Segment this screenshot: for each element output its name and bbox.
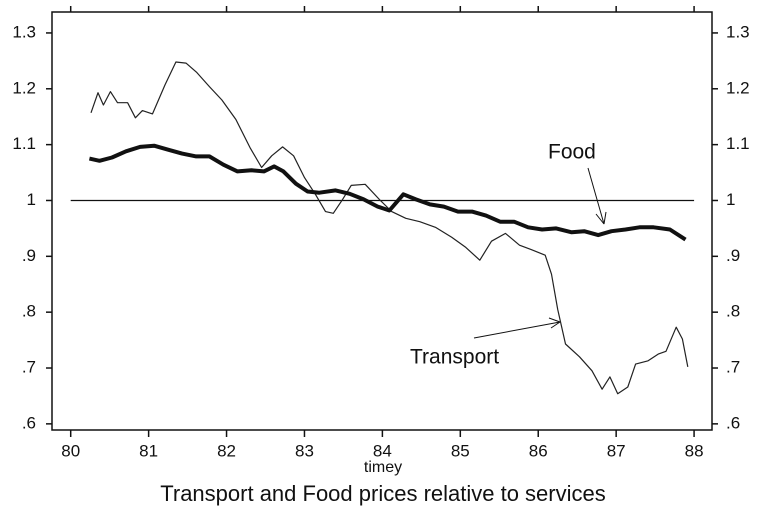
y-tick-label: .8 bbox=[22, 302, 36, 321]
y-tick-label: .7 bbox=[22, 357, 36, 376]
y-tick-label: 1.3 bbox=[12, 22, 36, 41]
x-tick-label: 88 bbox=[685, 441, 704, 460]
annotation-arrow bbox=[587, 167, 605, 225]
y-tick-label-right: 1.2 bbox=[726, 78, 750, 97]
arrow-head bbox=[595, 211, 607, 225]
plot-frame bbox=[51, 11, 713, 431]
x-axis-label: timey bbox=[364, 459, 402, 476]
x-tick-label: 80 bbox=[61, 441, 80, 460]
x-tick-label: 81 bbox=[139, 441, 158, 460]
x-tick-label: 83 bbox=[295, 441, 314, 460]
y-tick-label-right: .7 bbox=[726, 357, 740, 376]
annotation-arrow bbox=[473, 321, 561, 339]
y-tick-label-right: 1.3 bbox=[726, 22, 750, 41]
x-tick-label: 84 bbox=[373, 441, 392, 460]
chart-title: Transport and Food prices relative to se… bbox=[160, 481, 606, 506]
x-tick-label: 85 bbox=[451, 441, 470, 460]
y-tick-label: .9 bbox=[22, 246, 36, 265]
y-tick-label: 1 bbox=[27, 190, 36, 209]
annotation-transport: Transport bbox=[410, 346, 499, 369]
series-line bbox=[90, 61, 689, 395]
x-tick-label: 82 bbox=[217, 441, 236, 460]
x-tick-label: 86 bbox=[529, 441, 548, 460]
annotation-food: Food bbox=[548, 141, 596, 164]
series-line bbox=[88, 143, 687, 242]
arrow-head bbox=[548, 317, 561, 329]
x-tick-label: 87 bbox=[607, 441, 626, 460]
y-tick-label: 1.1 bbox=[12, 134, 36, 153]
y-tick-label: 1.2 bbox=[12, 78, 36, 97]
y-tick-label-right: .9 bbox=[726, 246, 740, 265]
y-tick-label-right: 1.1 bbox=[726, 134, 750, 153]
y-tick-label-right: .8 bbox=[726, 302, 740, 321]
y-tick-label: .6 bbox=[22, 413, 36, 432]
y-tick-label-right: .6 bbox=[726, 413, 740, 432]
y-tick-label-right: 1 bbox=[726, 190, 735, 209]
